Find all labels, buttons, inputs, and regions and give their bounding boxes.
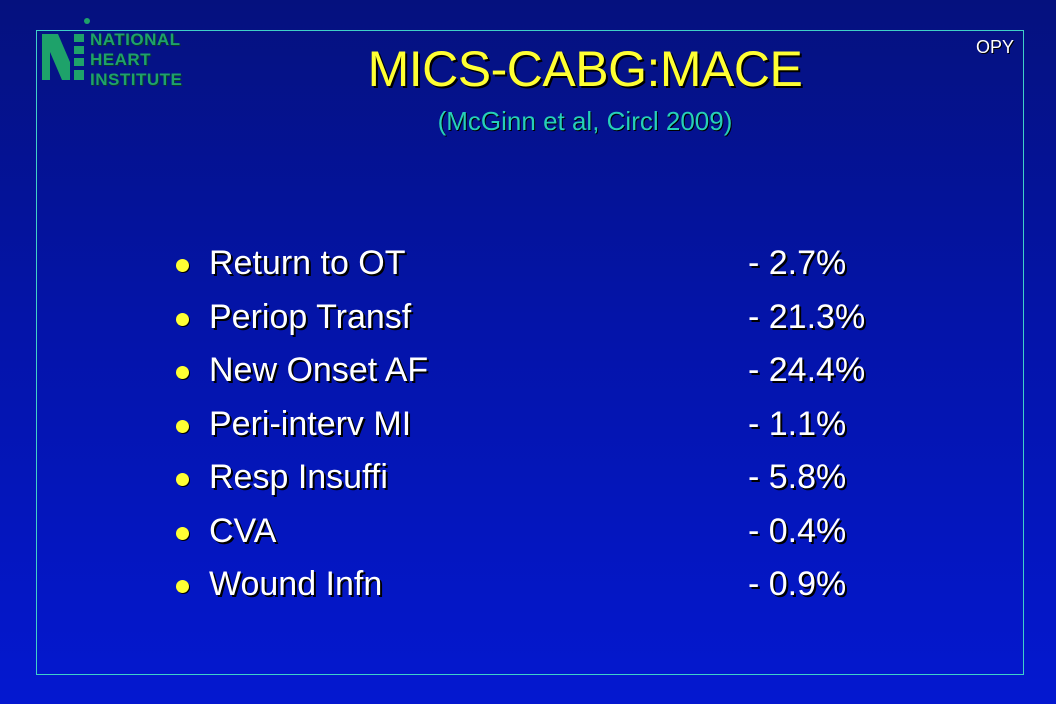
logo-text: NATIONAL HEART INSTITUTE [90,30,182,90]
item-value: - 24.4% [748,351,866,389]
slide-title: MICS-CABG:MACE [367,41,803,97]
item-label: CVA [209,511,277,550]
bullet-icon [176,366,189,379]
item-value: - 5.8% [748,458,847,496]
item-label: Wound Infn [209,565,383,603]
bullet-icon [176,580,189,593]
bullet-icon [176,312,189,326]
logo-line-3: INSTITUTE [90,70,183,89]
logo-line-2: HEART [90,50,152,69]
item-label: New Onset AF [209,351,429,389]
item-value: - 2.7% [748,244,847,282]
list-item: Periop Transf - 21.3% [174,294,894,348]
bullet-icon [176,419,189,433]
list-item: Resp Insuffi - 5.8% [174,454,894,508]
item-value: - 1.1% [748,404,847,443]
item-value: - 0.9% [748,565,847,603]
list-item: CVA - 0.4% [174,508,894,562]
item-label: Resp Insuffi [209,458,388,496]
bullet-icon [176,259,189,272]
bullet-icon [176,473,189,486]
slide-subtitle: (McGinn et al, Circl 2009) [437,106,733,136]
logo: NATIONAL HEART INSTITUTE [38,18,188,89]
corner-tag: OPY [975,37,1014,57]
list-item: Peri-interv MI - 1.1% [174,401,894,455]
list-item: Wound Infn - 0.9% [174,561,894,615]
bullet-icon [176,526,189,540]
outcome-list: Return to OT - 2.7% Periop Transf - 21.3… [174,240,894,615]
logo-line-1: NATIONAL [90,30,181,49]
slide-frame [36,30,1024,675]
logo-dot-icon [84,18,90,24]
item-label: Return to OT [209,244,406,282]
item-value: - 21.3% [748,297,866,336]
nhi-logo-icon [42,34,84,80]
list-item: New Onset AF - 24.4% [174,347,894,401]
item-label: Peri-interv MI [209,404,412,443]
item-label: Periop Transf [209,297,412,336]
list-item: Return to OT - 2.7% [174,240,894,294]
item-value: - 0.4% [748,511,847,550]
